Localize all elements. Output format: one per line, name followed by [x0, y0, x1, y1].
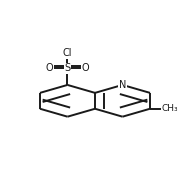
Text: O: O [82, 63, 89, 73]
Text: S: S [64, 63, 70, 73]
Text: Cl: Cl [63, 48, 72, 58]
Text: CH₃: CH₃ [161, 104, 178, 113]
Text: O: O [46, 63, 53, 73]
Text: N: N [119, 80, 126, 90]
